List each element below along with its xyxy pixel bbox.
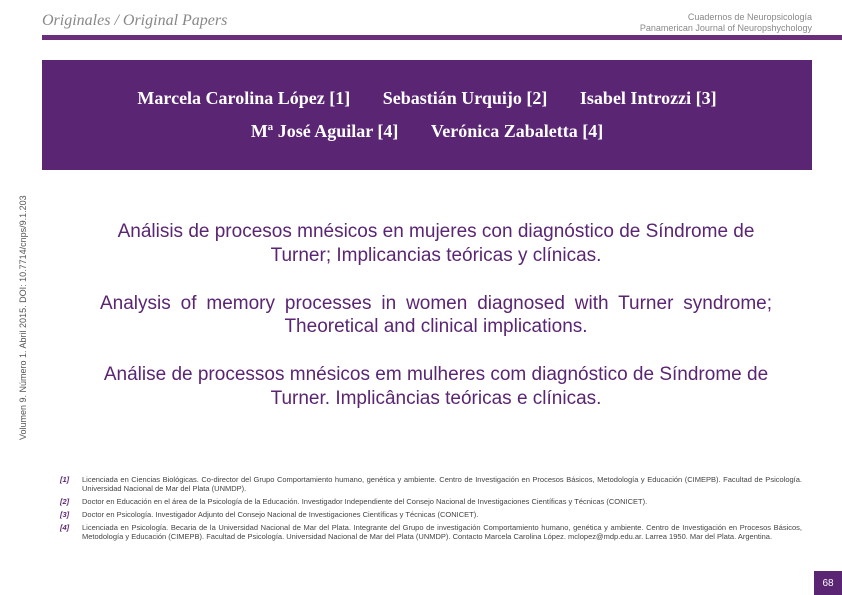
affiliation-text: Doctor en Psicología. Investigador Adjun… [82,510,802,519]
author-name: Sebastián Urquijo [2] [383,88,548,108]
affiliation-marker: [4] [60,523,82,541]
affiliation-marker: [2] [60,497,82,506]
article-titles: Análisis de procesos mnésicos en mujeres… [100,220,772,435]
affiliation-row: [3] Doctor en Psicología. Investigador A… [60,510,802,519]
title-portuguese: Análise de processos mnésicos em mulhere… [100,363,772,411]
author-name: Mª José Aguilar [4] [251,121,399,141]
affiliations-block: [1] Licenciada en Ciencias Biológicas. C… [60,475,802,545]
affiliation-text: Licenciada en Psicología. Becaria de la … [82,523,802,541]
title-english: Analysis of memory processes in women di… [100,292,772,340]
author-name: Marcela Carolina López [1] [137,88,350,108]
section-label: Originales / Original Papers [42,12,227,30]
affiliation-row: [1] Licenciada en Ciencias Biológicas. C… [60,475,802,493]
title-spanish: Análisis de procesos mnésicos en mujeres… [100,220,772,268]
affiliation-marker: [1] [60,475,82,493]
page-number: 68 [814,571,842,595]
author-name: Isabel Introzzi [3] [580,88,717,108]
affiliation-text: Doctor en Educación en el área de la Psi… [82,497,802,506]
affiliation-row: [2] Doctor en Educación en el área de la… [60,497,802,506]
author-name: Verónica Zabaletta [4] [431,121,603,141]
citation-sidebar: Volumen 9. Número 1. Abril 2015. DOI: 10… [18,180,28,440]
page-header: Originales / Original Papers Cuadernos d… [42,12,812,34]
authors-row-1: Marcela Carolina López [1] Sebastián Urq… [123,88,730,109]
journal-name: Cuadernos de Neuropsicología Panamerican… [640,12,812,34]
affiliation-marker: [3] [60,510,82,519]
journal-line-1: Cuadernos de Neuropsicología [640,12,812,23]
authors-row-2: Mª José Aguilar [4] Verónica Zabaletta [… [237,121,617,142]
affiliation-text: Licenciada en Ciencias Biológicas. Co-di… [82,475,802,493]
affiliation-row: [4] Licenciada en Psicología. Becaria de… [60,523,802,541]
journal-line-2: Panamerican Journal of Neuropshychology [640,23,812,34]
authors-banner: Marcela Carolina López [1] Sebastián Urq… [42,60,812,170]
header-divider-bar [42,35,842,40]
